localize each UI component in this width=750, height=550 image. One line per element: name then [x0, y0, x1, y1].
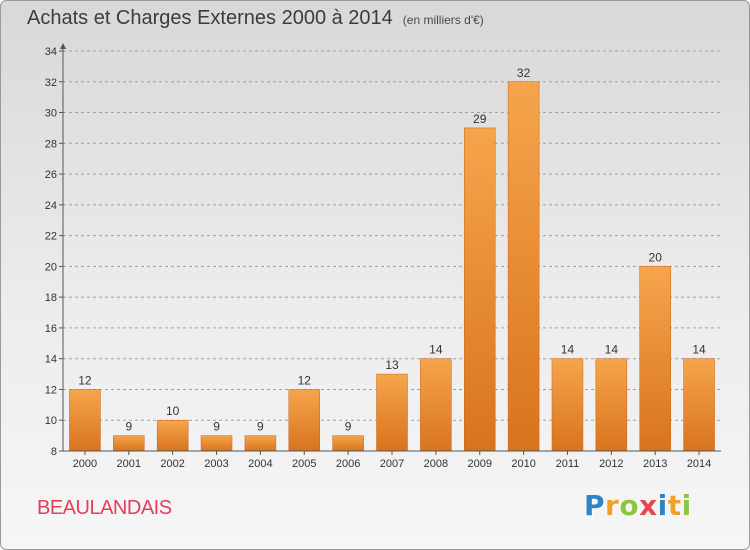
bar: [463, 127, 496, 452]
x-tick-label: 2005: [292, 458, 316, 470]
x-tick-label: 2002: [160, 458, 184, 470]
data-label: 20: [649, 250, 663, 264]
y-axis-arrow: [60, 43, 66, 49]
chart-title-unit: (en milliers d'€): [402, 13, 484, 27]
bar: [332, 435, 364, 452]
x-tick-label: 2003: [204, 458, 228, 470]
data-label: 29: [473, 112, 487, 126]
chart-title: Achats et Charges Externes 2000 à 2014 (e…: [27, 7, 484, 30]
y-tick-label: 30: [45, 108, 57, 120]
axis-layer: 8 10 12 14 16 18 20 22 24 26 28 30 32 34 2000 2001 2002 2…: [45, 43, 721, 470]
x-tick-label: 2014: [687, 458, 711, 470]
bar: [244, 435, 277, 452]
data-label: 32: [517, 66, 531, 80]
y-tick-label: 20: [45, 261, 57, 273]
logo-letter: t: [667, 489, 682, 522]
chart-title-main: Achats et Charges Externes 2000 à 2014: [27, 7, 393, 29]
x-tick-label: 2012: [599, 458, 623, 470]
logo-letter: P: [584, 489, 606, 522]
x-tick-label: 2009: [467, 458, 491, 470]
data-label: 14: [561, 343, 575, 357]
y-tick-label: 18: [45, 292, 57, 304]
data-label: 13: [385, 358, 399, 372]
y-tick-label: 10: [45, 415, 57, 427]
proxiti-logo[interactable]: Proxiti: [584, 489, 692, 522]
y-tick-label: 28: [45, 138, 57, 150]
y-tick-label: 12: [45, 384, 57, 396]
y-tick-label: 24: [45, 200, 57, 212]
data-label: 9: [213, 420, 220, 434]
x-tick-label: 2001: [117, 458, 141, 470]
logo-letter: i: [657, 489, 668, 522]
x-tick-label: 2007: [380, 458, 404, 470]
bar: [507, 81, 540, 452]
data-label: 9: [345, 420, 352, 434]
logo-letter: r: [605, 489, 620, 522]
commune-name: BEAULANDAIS: [37, 497, 172, 519]
bar: [113, 435, 145, 452]
logo-letter: o: [619, 489, 640, 522]
x-tick-label: 2013: [643, 458, 667, 470]
bar-layer: 12 9 10 9 9 12 9 13 14 29 32 14 14 20 14: [69, 66, 715, 452]
y-tick-label: 22: [45, 231, 57, 243]
x-tick-label: 2006: [336, 458, 360, 470]
y-tick-label: 14: [45, 354, 57, 366]
bar: [639, 266, 671, 452]
bar: [288, 389, 321, 452]
data-label: 12: [298, 373, 312, 387]
data-label: 14: [692, 343, 706, 357]
bar: [420, 358, 452, 452]
y-tick-label: 8: [51, 446, 57, 458]
logo-letter: x: [639, 489, 658, 522]
bar: [551, 358, 584, 452]
y-tick-label: 34: [45, 46, 57, 58]
y-tick-label: 32: [45, 77, 57, 89]
bar: [376, 373, 408, 452]
data-label: 12: [78, 373, 92, 387]
x-tick-label: 2010: [511, 458, 535, 470]
data-label: 14: [429, 343, 443, 357]
data-label: 10: [166, 404, 180, 418]
x-tick-label: 2000: [73, 458, 97, 470]
bar: [156, 419, 189, 452]
bar: [69, 389, 101, 452]
y-tick-label: 16: [45, 323, 57, 335]
bar: [683, 358, 715, 452]
x-tick-label: 2008: [424, 458, 448, 470]
x-tick-label: 2004: [248, 458, 272, 470]
bar: [200, 435, 233, 452]
logo-letter: i: [681, 489, 692, 522]
data-label: 9: [257, 420, 264, 434]
y-tick-label: 26: [45, 169, 57, 181]
bar: [595, 358, 628, 452]
data-label: 14: [605, 343, 619, 357]
data-label: 9: [125, 420, 132, 434]
x-tick-label: 2011: [556, 458, 580, 470]
